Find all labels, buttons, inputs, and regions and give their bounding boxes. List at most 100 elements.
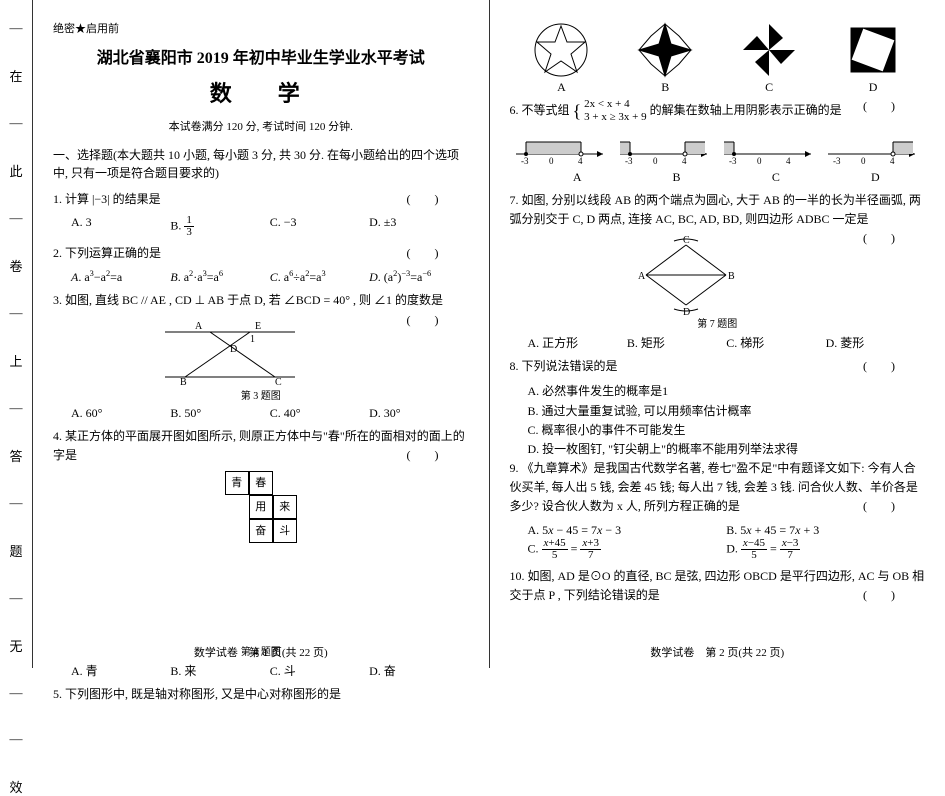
q6-opt-a: A: [528, 170, 627, 185]
q1-options: A. 3 B. 13 C. −3 D. ±3: [71, 215, 469, 238]
page-1: 绝密★启用前 湖北省襄阳市 2019 年初中毕业生学业水平考试 数 学 本试卷满…: [32, 0, 489, 668]
q9-opt-a: A. 5x − 45 = 7x − 3: [528, 523, 727, 538]
numline-d: -304: [823, 132, 923, 166]
q6-ineq1: 2x < x + 4: [584, 98, 629, 110]
net-cell: 奋: [249, 519, 273, 543]
q1: 1. 计算 |−3| 的结果是 ( ): [53, 190, 469, 209]
answer-paren: ( ): [863, 229, 895, 248]
q1-opt-d: D. ±3: [369, 215, 468, 238]
q1-opt-a: A. 3: [71, 215, 170, 238]
svg-text:B: B: [728, 271, 735, 282]
q4-text: 4. 某正方体的平面展开图如图所示, 则原正方体中与"春"所在的面相对的面上的字…: [53, 429, 465, 462]
q6-opt-c: C: [726, 170, 825, 185]
svg-text:-3: -3: [833, 156, 841, 166]
secrecy-note: 绝密★启用前: [53, 20, 469, 36]
opt-label: A: [531, 80, 591, 95]
net-cell: 春: [249, 471, 273, 495]
q8: 8. 下列说法错误的是 ( ): [510, 357, 926, 376]
net-cell: 青: [225, 471, 249, 495]
answer-paren: ( ): [407, 446, 439, 465]
svg-text:0: 0: [653, 156, 658, 166]
svg-text:A: A: [195, 321, 203, 332]
footer-2: 数学试卷 第 2 页(共 22 页): [490, 644, 945, 660]
q9-options: A. 5x − 45 = 7x − 3 B. 5x + 45 = 7x + 3 …: [528, 523, 926, 561]
q6-ineq2: 3 + x ≥ 3x + 9: [584, 111, 646, 123]
q4-opt-c: C. 斗: [270, 662, 369, 679]
binding-char: 此: [9, 161, 22, 180]
binding-char: —: [10, 590, 23, 606]
q10-text: 10. 如图, AD 是⊙O 的直径, BC 是弦, 四边形 OBCD 是平行四…: [510, 569, 925, 602]
q7-text: 7. 如图, 分别以线段 AB 的两个端点为圆心, 大于 AB 的一半的长为半径…: [510, 193, 921, 226]
net-cell: 用: [249, 495, 273, 519]
section-1-head: 一、选择题(本大题共 10 小题, 每小题 3 分, 共 30 分. 在每小题给…: [53, 146, 469, 182]
meta: 本试卷满分 120 分, 考试时间 120 分钟.: [53, 118, 469, 134]
q3-text: 3. 如图, 直线 BC // AE , CD ⊥ AB 于点 D, 若 ∠BC…: [53, 293, 443, 307]
binding-char: 卷: [9, 256, 22, 275]
q2-opt-b: B. a2·a3=a6: [170, 269, 269, 285]
binding-char: —: [10, 210, 23, 226]
answer-paren: ( ): [407, 244, 439, 263]
svg-text:4: 4: [682, 156, 687, 166]
svg-text:D: D: [230, 344, 237, 355]
q8-text: 8. 下列说法错误的是: [510, 359, 618, 373]
subject: 数 学: [53, 76, 469, 108]
net-cell: 来: [273, 495, 297, 519]
svg-text:A: A: [638, 271, 646, 282]
svg-text:0: 0: [861, 156, 866, 166]
svg-text:-3: -3: [625, 156, 633, 166]
q5-shape-c: C: [739, 20, 799, 95]
q3-opt-d: D. 30°: [369, 406, 468, 421]
q7-fig-label: 第 7 题图: [510, 315, 926, 330]
exam-title: 湖北省襄阳市 2019 年初中毕业生学业水平考试: [53, 44, 469, 68]
page-2: A B C: [489, 0, 945, 668]
answer-paren: ( ): [863, 97, 895, 116]
q9-opt-d: D. x−455 = x−37: [726, 538, 925, 561]
q4-opt-b: B. 来: [170, 662, 269, 679]
q7-opt-d: D. 菱形: [826, 334, 925, 351]
numline-a: -3 0 4: [511, 132, 611, 166]
net-cell: 斗: [273, 519, 297, 543]
numline-b: -3 0 4: [615, 132, 715, 166]
q9-opt-b: B. 5x + 45 = 7x + 3: [726, 523, 925, 538]
q6-opt-d: D: [826, 170, 925, 185]
svg-text:4: 4: [578, 156, 583, 166]
q4-options: A. 青 B. 来 C. 斗 D. 奋: [71, 662, 469, 679]
binding-char: 效: [9, 777, 22, 796]
q1-opt-c: C. −3: [270, 215, 369, 238]
q2-opt-d: D. (a2)−3=a−6: [369, 269, 468, 285]
binding-char: —: [10, 731, 23, 747]
q3: 3. 如图, 直线 BC // AE , CD ⊥ AB 于点 D, 若 ∠BC…: [53, 291, 469, 310]
svg-text:4: 4: [786, 156, 791, 166]
binding-char: —: [10, 115, 23, 131]
q4-opt-a: A. 青: [71, 662, 170, 679]
q7-options: A. 正方形 B. 矩形 C. 梯形 D. 菱形: [528, 334, 926, 351]
q7-opt-c: C. 梯形: [726, 334, 825, 351]
binding-margin: — 在 — 此 — 卷 — 上 — 答 — 题 — 无 — — 效: [0, 0, 32, 668]
binding-char: 无: [9, 636, 22, 655]
q3-opt-b: B. 50°: [170, 406, 269, 421]
q9: 9. 《九章算术》是我国古代数学名著, 卷七"盈不足"中有题译文如下: 今有人合…: [510, 459, 926, 517]
opt-label: D: [843, 80, 903, 95]
q6-text2: 的解集在数轴上用阴影表示正确的是: [650, 103, 842, 117]
q3-options: A. 60° B. 50° C. 40° D. 30°: [71, 406, 469, 421]
svg-text:D: D: [683, 307, 690, 315]
numline-c: -304: [719, 132, 819, 166]
q7-opt-a: A. 正方形: [528, 334, 627, 351]
svg-text:E: E: [255, 321, 261, 332]
q6-options: A B C D: [528, 170, 926, 185]
q8-opt-b: B. 通过大量重复试验, 可以用频率估计概率: [528, 402, 926, 421]
q5-shape-b: B: [635, 20, 695, 95]
binding-char: —: [10, 495, 23, 511]
answer-paren: ( ): [863, 586, 895, 605]
q3-opt-a: A. 60°: [71, 406, 170, 421]
svg-text:-3: -3: [521, 156, 529, 166]
q6-opt-b: B: [627, 170, 726, 185]
answer-paren: ( ): [863, 497, 895, 516]
svg-text:0: 0: [549, 156, 554, 166]
brace-icon: {: [573, 101, 582, 121]
q7: 7. 如图, 分别以线段 AB 的两个端点为圆心, 大于 AB 的一半的长为半径…: [510, 191, 926, 229]
q5-shape-a: A: [531, 20, 591, 95]
binding-char: —: [10, 685, 23, 701]
svg-text:0: 0: [757, 156, 762, 166]
svg-text:C: C: [275, 377, 282, 387]
